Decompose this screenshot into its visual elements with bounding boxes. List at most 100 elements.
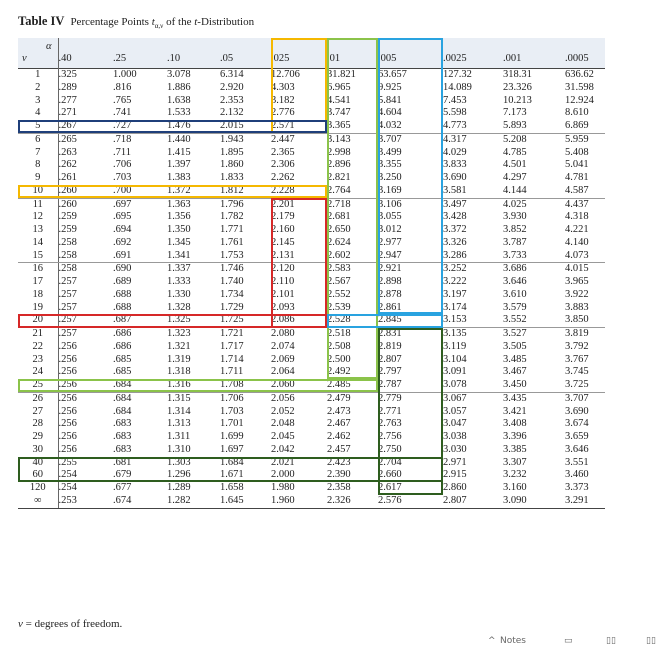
value-cell: .700 bbox=[113, 184, 167, 199]
value-cell: 3.119 bbox=[443, 340, 467, 352]
value-cell: 2.583 bbox=[327, 263, 351, 275]
value-cell: 1.701 bbox=[220, 418, 244, 430]
slide-sorter-icon[interactable]: ▯▯ bbox=[606, 636, 616, 646]
df-cell: 21 bbox=[18, 327, 59, 341]
value-cell: 4.029 bbox=[443, 146, 467, 158]
value-cell: 1.708 bbox=[220, 379, 271, 393]
viewer-toolbar: ^ Notes ▭ ▯▯ ▯▯ bbox=[440, 636, 667, 646]
value-cell: 1.812 bbox=[220, 184, 271, 199]
value-cell: 3.581 bbox=[443, 184, 503, 199]
value-cell: 2.064 bbox=[271, 366, 295, 378]
value-cell: 5.841 bbox=[378, 94, 402, 106]
table-row: 1.325 1.000 3.078 6.314 12.706 31.821 63.657 12… bbox=[18, 68, 605, 82]
value-cell: 4.541 bbox=[327, 94, 351, 106]
table-row: 13.259 .694 1.350 1.771 2.160 2.650 3.012 3.372… bbox=[18, 224, 605, 237]
value-cell: .684 bbox=[113, 392, 132, 404]
table-row: 25.256.684 1.316 1.708 2.060 2.485 2.787 3.078… bbox=[18, 379, 605, 393]
value-cell: 2.971 bbox=[443, 456, 467, 468]
value-cell: 2.262 bbox=[271, 172, 295, 183]
value-cell: 7.453 bbox=[443, 94, 467, 106]
value-cell: 1.740 bbox=[220, 276, 244, 287]
value-cell: 1.721 bbox=[220, 328, 244, 339]
table-row: 5.267.727 1.476 2.015 2.571 3.365 4.032 4.773 5… bbox=[18, 120, 605, 134]
value-cell: 2.060 bbox=[271, 379, 327, 393]
value-cell: 3.169 bbox=[378, 184, 443, 199]
value-cell: 318.31 bbox=[503, 69, 532, 80]
value-cell: 3.030 bbox=[443, 443, 467, 455]
value-cell: 3.385 bbox=[503, 443, 527, 455]
df-cell: 8 bbox=[18, 159, 59, 172]
value-cell: 1.372 bbox=[167, 184, 220, 199]
value-cell: 8.610 bbox=[565, 107, 589, 119]
reading-view-icon[interactable]: ▯▯ bbox=[646, 636, 656, 646]
table-row: 4.271 .741 1.533 2.132 2.776 3.747 4.604 5.598 7… bbox=[18, 107, 605, 120]
value-cell: 5.598 bbox=[443, 107, 467, 119]
value-cell: 3.232 bbox=[503, 469, 527, 481]
value-cell: 4.303 bbox=[271, 81, 295, 93]
value-cell: 1.886 bbox=[167, 81, 191, 93]
table-row: 6.265 .718 1.440 1.943 2.447 3.143 3.707 4.317 5… bbox=[18, 133, 605, 147]
value-cell: 3.106 bbox=[378, 198, 402, 210]
value-cell: 2.365 bbox=[271, 146, 295, 158]
normal-view-icon[interactable]: ▭ bbox=[564, 636, 573, 646]
value-cell: 2.042 bbox=[271, 443, 295, 455]
value-cell: 3.153 bbox=[443, 314, 503, 329]
value-cell: 1.706 bbox=[220, 392, 244, 404]
value-cell: 1.337 bbox=[167, 263, 191, 275]
value-cell: 2.915 bbox=[443, 469, 467, 481]
notes-label[interactable]: Notes bbox=[500, 636, 526, 646]
table-row: 29.256 .683 1.311 1.699 2.045 2.462 2.756 3.038… bbox=[18, 431, 605, 444]
chevron-up-icon[interactable]: ^ bbox=[488, 636, 496, 646]
value-cell: 3.485 bbox=[503, 353, 527, 365]
value-cell: .765 bbox=[113, 94, 132, 106]
value-cell: 3.787 bbox=[503, 236, 527, 248]
value-cell: .256 bbox=[58, 443, 77, 455]
value-cell: 2.776 bbox=[271, 107, 295, 119]
value-cell: 2.056 bbox=[271, 392, 295, 404]
value-cell: 2.000 bbox=[271, 469, 295, 481]
value-cell: .277 bbox=[58, 94, 77, 106]
value-cell: .257 bbox=[58, 276, 77, 287]
value-cell: 3.160 bbox=[503, 482, 527, 493]
value-cell: 1.729 bbox=[220, 301, 244, 313]
value-cell: .718 bbox=[113, 133, 132, 145]
caption-text-2: of the bbox=[163, 16, 195, 28]
df-cell: 1 bbox=[18, 68, 59, 82]
value-cell: 3.104 bbox=[443, 353, 467, 365]
value-cell: 1.318 bbox=[167, 366, 191, 378]
value-cell: 3.090 bbox=[503, 494, 565, 509]
value-cell: 3.497 bbox=[443, 198, 467, 210]
value-cell: .256 bbox=[58, 431, 77, 442]
value-cell: 1.296 bbox=[167, 469, 191, 481]
value-cell: 2.750 bbox=[378, 443, 402, 455]
value-cell: 3.460 bbox=[565, 469, 589, 481]
value-cell: .706 bbox=[113, 159, 132, 171]
value-cell: 2.326 bbox=[327, 494, 378, 509]
value-cell: 4.773 bbox=[443, 120, 503, 134]
value-cell: 5.208 bbox=[503, 133, 527, 145]
table-row: 120.254 .677 1.289 1.658 1.980 2.358 2.617 2.86… bbox=[18, 482, 605, 495]
value-cell: 2.617 bbox=[378, 482, 402, 493]
df-cell: 120 bbox=[18, 482, 59, 495]
value-cell: 3.674 bbox=[565, 418, 589, 430]
value-cell: 3.850 bbox=[565, 314, 605, 329]
value-cell: .289 bbox=[58, 81, 77, 93]
value-cell: 2.306 bbox=[271, 159, 295, 171]
value-cell: 2.518 bbox=[327, 328, 351, 339]
value-cell: 3.182 bbox=[271, 94, 295, 106]
value-cell: 2.473 bbox=[327, 405, 351, 417]
value-cell: 2.462 bbox=[327, 431, 351, 442]
value-cell: 2.552 bbox=[327, 288, 351, 300]
value-cell: .687 bbox=[113, 314, 167, 329]
value-cell: 3.067 bbox=[443, 392, 467, 404]
value-cell: 4.140 bbox=[565, 236, 589, 248]
value-cell: .257 bbox=[58, 328, 77, 339]
value-cell: 4.025 bbox=[503, 198, 527, 210]
value-cell: 4.221 bbox=[565, 224, 589, 235]
value-cell: 1.397 bbox=[167, 159, 191, 171]
value-cell: 1.323 bbox=[167, 328, 191, 339]
caption-text: Percentage Points bbox=[70, 16, 152, 28]
value-cell: 3.610 bbox=[503, 288, 527, 300]
value-cell: 4.318 bbox=[565, 211, 589, 223]
value-cell: 3.291 bbox=[565, 494, 605, 509]
